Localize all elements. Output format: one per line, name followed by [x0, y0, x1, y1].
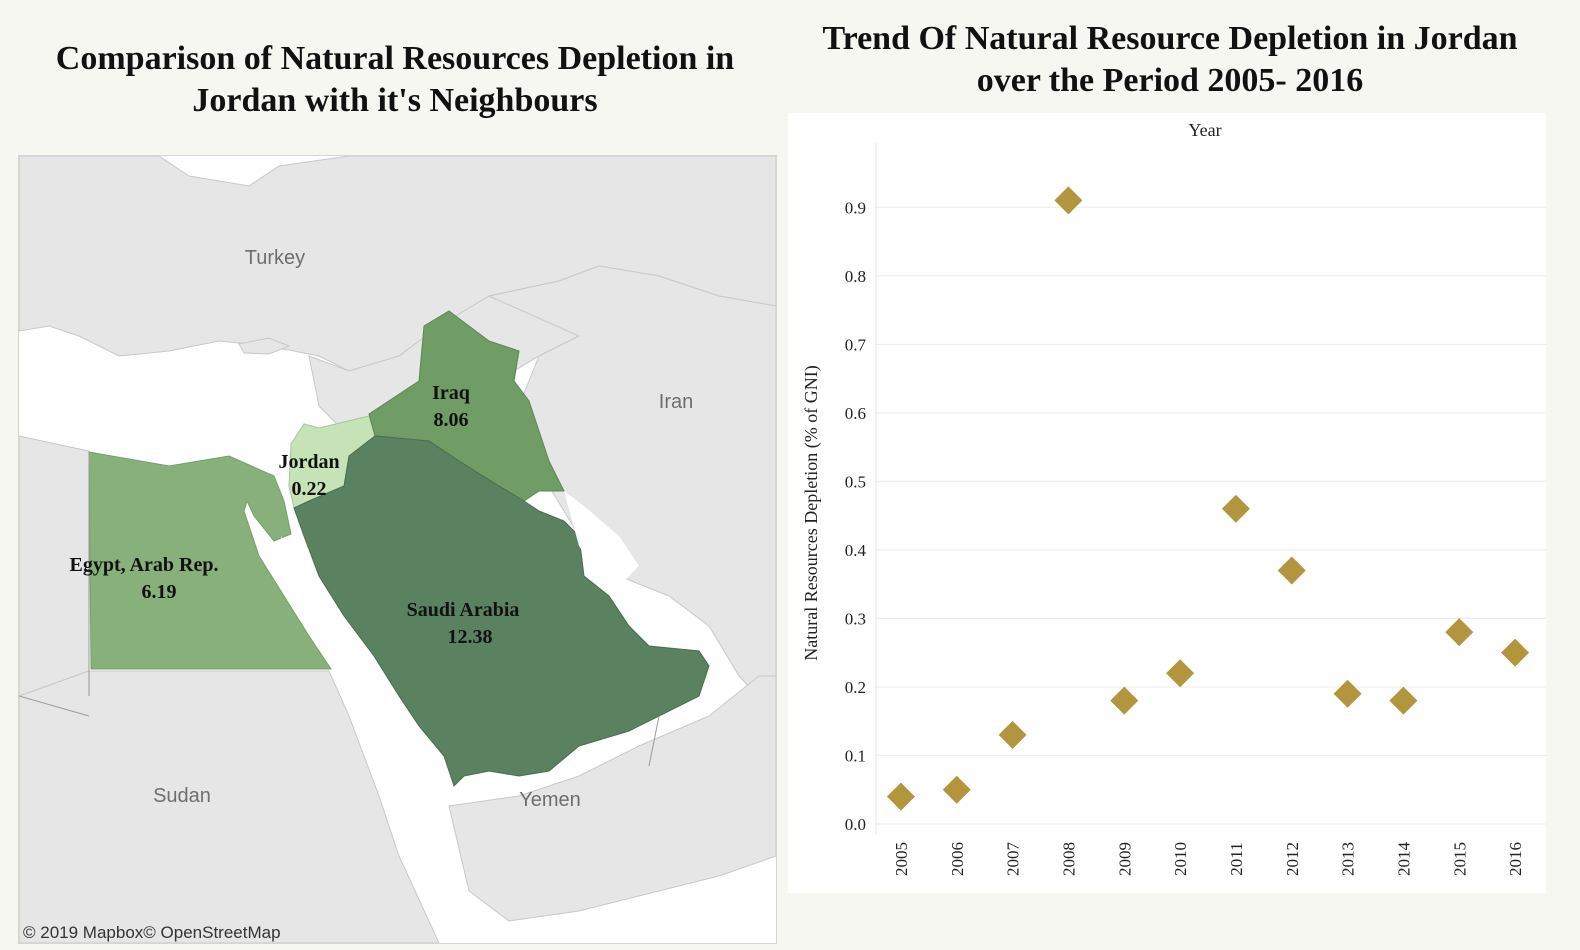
data-point[interactable]: [998, 720, 1027, 749]
x-tick-label: 2006: [948, 842, 967, 876]
region-label-egypt-value: 6.19: [142, 581, 177, 603]
y-tick-label: 0.5: [845, 472, 866, 491]
persian-gulf: [564, 491, 639, 586]
y-tick-label: 0.7: [845, 335, 867, 354]
x-tick-label: 2009: [1115, 842, 1134, 876]
x-tick-label: 2015: [1450, 842, 1469, 876]
region-label-saudi-name: Saudi Arabia: [407, 599, 520, 621]
map-label-iran: Iran: [659, 391, 693, 413]
data-point[interactable]: [1501, 638, 1530, 667]
data-point[interactable]: [1389, 686, 1418, 715]
x-tick-label: 2014: [1394, 842, 1413, 877]
x-tick-label: 2005: [892, 842, 911, 876]
borders: [19, 452, 660, 767]
map-title: Comparison of Natural Resources Depletio…: [55, 40, 735, 119]
region-label-jordan-value: 0.22: [292, 478, 327, 500]
y-tick-label: 0.2: [845, 678, 866, 697]
y-tick-label: 0.6: [845, 404, 866, 423]
x-tick-label: 2011: [1227, 842, 1246, 875]
chart-panel: Year Natural Resources Depletion (% of G…: [788, 113, 1546, 893]
chart-title: Trend Of Natural Resource Depletion in J…: [822, 20, 1518, 99]
data-point[interactable]: [1054, 186, 1083, 215]
y-axis-title: Natural Resources Depletion (% of GNI): [801, 365, 822, 660]
x-tick-label: 2007: [1004, 842, 1023, 877]
map-label-sudan: Sudan: [153, 785, 211, 807]
y-tick-label: 0.4: [845, 541, 867, 560]
region-egypt[interactable]: [88, 451, 332, 670]
x-tick-label: 2012: [1283, 842, 1302, 876]
data-point[interactable]: [1221, 494, 1250, 523]
data-point[interactable]: [942, 775, 971, 804]
x-tick-label: 2013: [1339, 842, 1358, 876]
red-sea: [281, 536, 449, 806]
region-label-jordan-name: Jordan: [278, 451, 339, 473]
y-tick-label: 0.8: [845, 267, 866, 286]
data-point[interactable]: [1333, 679, 1362, 708]
data-point[interactable]: [886, 782, 915, 811]
region-label-iraq-value: 8.06: [434, 409, 469, 431]
region-label-egypt-name: Egypt, Arab Rep.: [70, 554, 219, 576]
y-tick-label: 0.9: [845, 198, 866, 217]
x-axis-title: Year: [1188, 120, 1221, 140]
region-label-saudi-value: 12.38: [448, 626, 493, 648]
region-saudi-arabia[interactable]: [293, 435, 710, 787]
y-tick-label: 0.0: [845, 815, 866, 834]
map-label-yemen: Yemen: [519, 789, 581, 811]
y-tick-label: 0.3: [845, 609, 866, 628]
data-point[interactable]: [1445, 618, 1474, 647]
map-svg[interactable]: Turkey Iran Sudan Yemen Iraq 8.06 Jordan…: [19, 156, 776, 943]
y-tick-label: 0.1: [845, 746, 866, 765]
data-point[interactable]: [1166, 659, 1195, 688]
scatter-chart: Year Natural Resources Depletion (% of G…: [801, 120, 1546, 877]
map-panel[interactable]: Turkey Iran Sudan Yemen Iraq 8.06 Jordan…: [18, 155, 777, 944]
region-label-iraq-name: Iraq: [432, 382, 470, 404]
x-tick-label: 2008: [1059, 842, 1078, 876]
data-point[interactable]: [1110, 686, 1139, 715]
map-label-turkey: Turkey: [245, 247, 305, 269]
map-attribution[interactable]: © 2019 Mapbox© OpenStreetMap: [23, 923, 281, 942]
data-point[interactable]: [1277, 556, 1306, 585]
x-tick-label: 2010: [1171, 842, 1190, 876]
x-tick-label: 2016: [1506, 842, 1525, 876]
